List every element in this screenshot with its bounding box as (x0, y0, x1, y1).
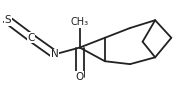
Text: C: C (28, 33, 35, 43)
Text: N: N (51, 49, 58, 59)
Text: O: O (76, 72, 84, 82)
Text: CH₃: CH₃ (71, 17, 89, 27)
Text: S: S (5, 15, 11, 25)
